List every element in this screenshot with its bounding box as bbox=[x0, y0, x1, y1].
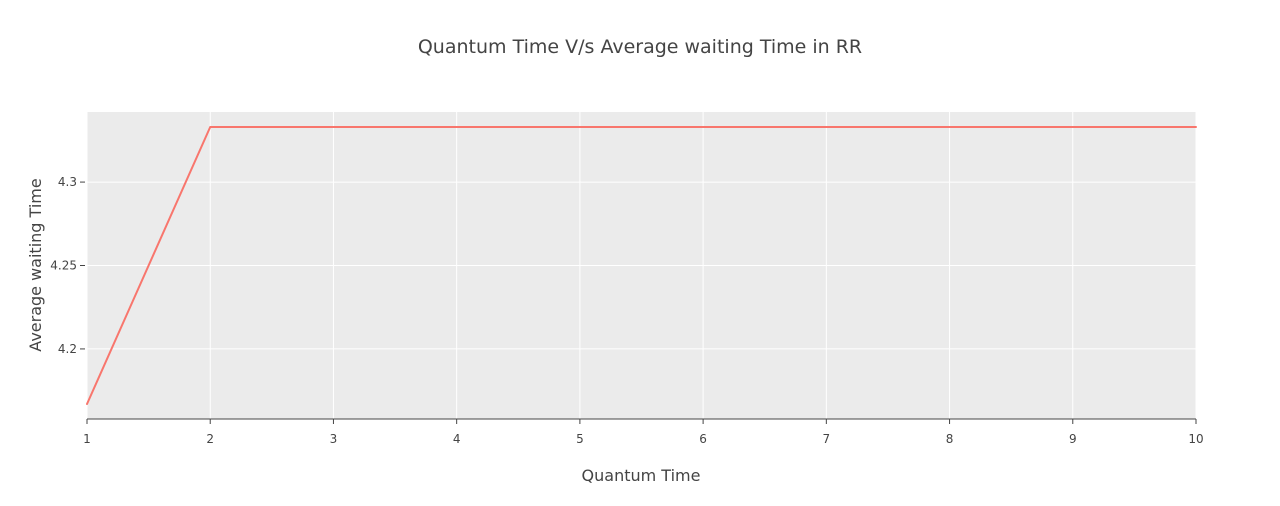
x-tick-label-8: 8 bbox=[946, 432, 954, 446]
y-axis-title: Average waiting Time bbox=[26, 178, 45, 351]
x-tick-label-10: 10 bbox=[1188, 432, 1203, 446]
x-tick-label-2: 2 bbox=[206, 432, 214, 446]
x-tick-label-7: 7 bbox=[823, 432, 831, 446]
x-tick-label-9: 9 bbox=[1069, 432, 1077, 446]
axes bbox=[80, 181, 1197, 424]
y-tick-label-4.25: 4.25 bbox=[50, 259, 77, 273]
x-tick-label-3: 3 bbox=[330, 432, 338, 446]
chart-title: Quantum Time V/s Average waiting Time in… bbox=[418, 36, 862, 58]
y-tick-label-4.3: 4.3 bbox=[58, 175, 77, 189]
series-layer bbox=[86, 126, 1197, 405]
y-tick-label-4.2: 4.2 bbox=[58, 342, 77, 356]
x-tick-label-5: 5 bbox=[576, 432, 584, 446]
x-tick-label-1: 1 bbox=[83, 432, 91, 446]
series-line-0 bbox=[86, 126, 1197, 405]
x-tick-label-6: 6 bbox=[699, 432, 707, 446]
x-tick-label-4: 4 bbox=[453, 432, 461, 446]
x-axis-title: Quantum Time bbox=[582, 466, 701, 485]
tick-labels: 1 2 3 4 5 6 7 8 9 10 4.2 4.25 4.3 bbox=[50, 175, 1203, 446]
grid-lines bbox=[86, 112, 1197, 419]
